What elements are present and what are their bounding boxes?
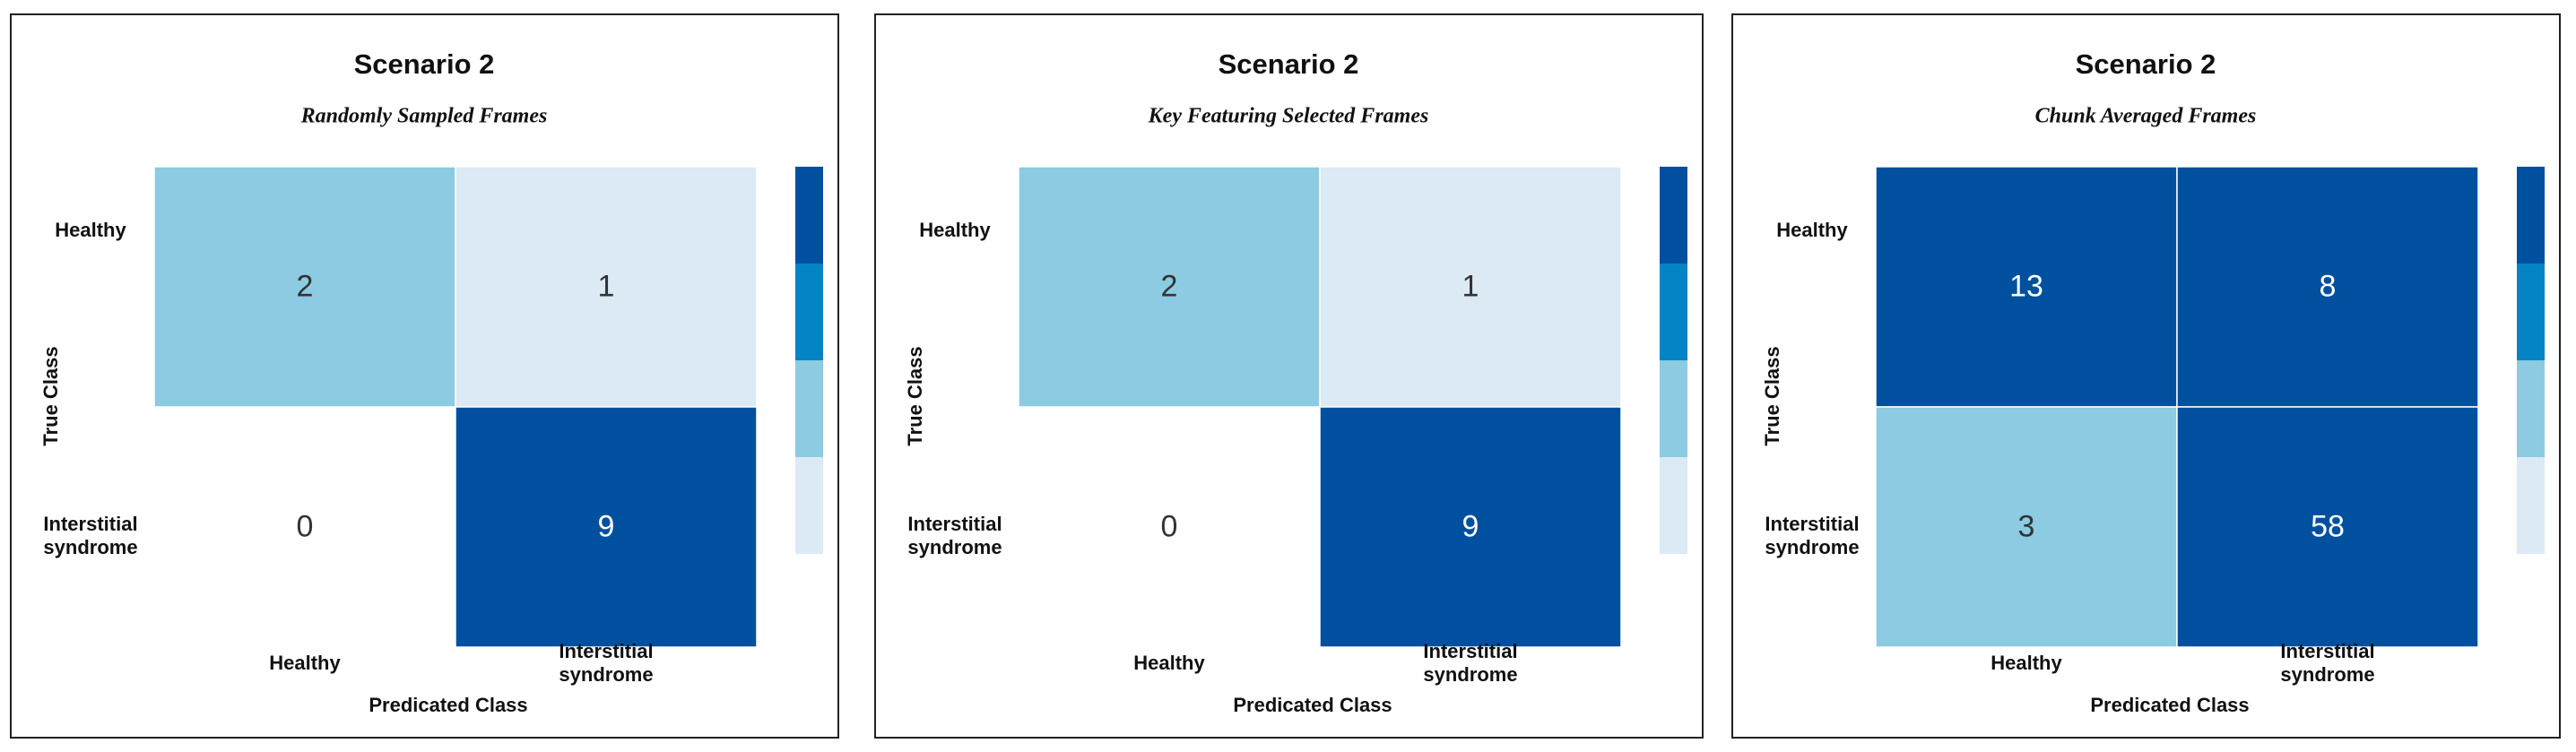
x-tick-label: Interstitial syndrome — [559, 640, 654, 686]
colorbar-segment — [1660, 457, 1687, 554]
y-tick-label: Interstitial syndrome — [907, 513, 1002, 558]
x-tick-label: Interstitial syndrome — [1423, 640, 1518, 686]
x-axis-label: Predicated Class — [369, 694, 528, 716]
cell — [2176, 406, 2479, 648]
colorbar-segment — [1660, 167, 1687, 264]
cell-value: 8 — [2319, 269, 2337, 304]
cell — [455, 406, 758, 648]
cell — [1018, 166, 1321, 408]
chart-subtitle: Randomly Sampled Frames — [300, 104, 548, 128]
chart — [153, 166, 823, 648]
chart — [1018, 166, 1687, 648]
cell-value: 2 — [1160, 269, 1178, 304]
colorbar-segment — [2517, 457, 2545, 554]
x-axis-label: Predicated Class — [2090, 694, 2250, 716]
y-tick-label: Healthy — [1776, 219, 1848, 241]
colorbar-segment — [795, 264, 823, 360]
cell-value: 2 — [296, 269, 314, 304]
chart — [1875, 166, 2545, 648]
cell-value: 1 — [1461, 269, 1479, 304]
cell — [1875, 166, 2178, 408]
cell-value: 0 — [1160, 509, 1178, 544]
colorbar-segment — [795, 167, 823, 264]
y-tick-label: Healthy — [55, 219, 126, 241]
cell-value: 9 — [1461, 509, 1479, 544]
chart-panel: Scenario 2 Randomly Sampled Frames 2 1 0 9 Hea… — [10, 13, 839, 739]
x-axis-label: Predicated Class — [1233, 694, 1392, 716]
chart-panel: Scenario 2 Chunk Averaged Frames 13 8 3 58 Hea… — [1731, 13, 2561, 739]
x-tick-label: Healthy — [1133, 652, 1205, 674]
y-tick-label: Healthy — [919, 219, 991, 241]
cell-value: 3 — [2017, 509, 2035, 544]
colorbar-segment — [2517, 360, 2545, 457]
cell-value: 0 — [296, 509, 314, 544]
colorbar-segment — [795, 457, 823, 554]
chart-title: Scenario 2 — [1218, 48, 1359, 80]
colorbar-segment — [795, 360, 823, 457]
colorbar-segment — [2517, 264, 2545, 360]
cell — [154, 407, 455, 647]
cell — [1875, 406, 2178, 648]
colorbar-segment — [1660, 264, 1687, 360]
colorbar-segment — [1660, 360, 1687, 457]
cell — [2176, 166, 2479, 408]
chart-title: Scenario 2 — [2075, 48, 2216, 80]
y-tick-label: Interstitial syndrome — [1765, 513, 1860, 558]
cell — [1319, 406, 1622, 648]
y-axis-label: True Class — [1761, 346, 1783, 446]
cell-value: 9 — [597, 509, 615, 544]
x-tick-label: Interstitial syndrome — [2280, 640, 2375, 686]
x-tick-label: Healthy — [269, 652, 341, 674]
cell — [1019, 407, 1320, 647]
cell — [455, 166, 758, 408]
chart-subtitle: Key Featuring Selected Frames — [1148, 104, 1429, 128]
y-tick-label: Interstitial syndrome — [43, 513, 138, 558]
cell-value: 1 — [597, 269, 615, 304]
chart-panel: Scenario 2 Key Featuring Selected Frames 2… — [874, 13, 1704, 739]
cell — [153, 166, 456, 408]
cell-value: 58 — [2311, 509, 2345, 544]
chart-title: Scenario 2 — [353, 48, 495, 80]
y-axis-label: True Class — [904, 346, 926, 446]
chart-subtitle: Chunk Averaged Frames — [2034, 104, 2257, 128]
x-tick-label: Healthy — [1991, 652, 2062, 674]
cell-value: 13 — [2009, 269, 2043, 304]
cell — [1319, 166, 1622, 408]
colorbar-segment — [2517, 167, 2545, 264]
y-axis-label: True Class — [39, 346, 62, 446]
